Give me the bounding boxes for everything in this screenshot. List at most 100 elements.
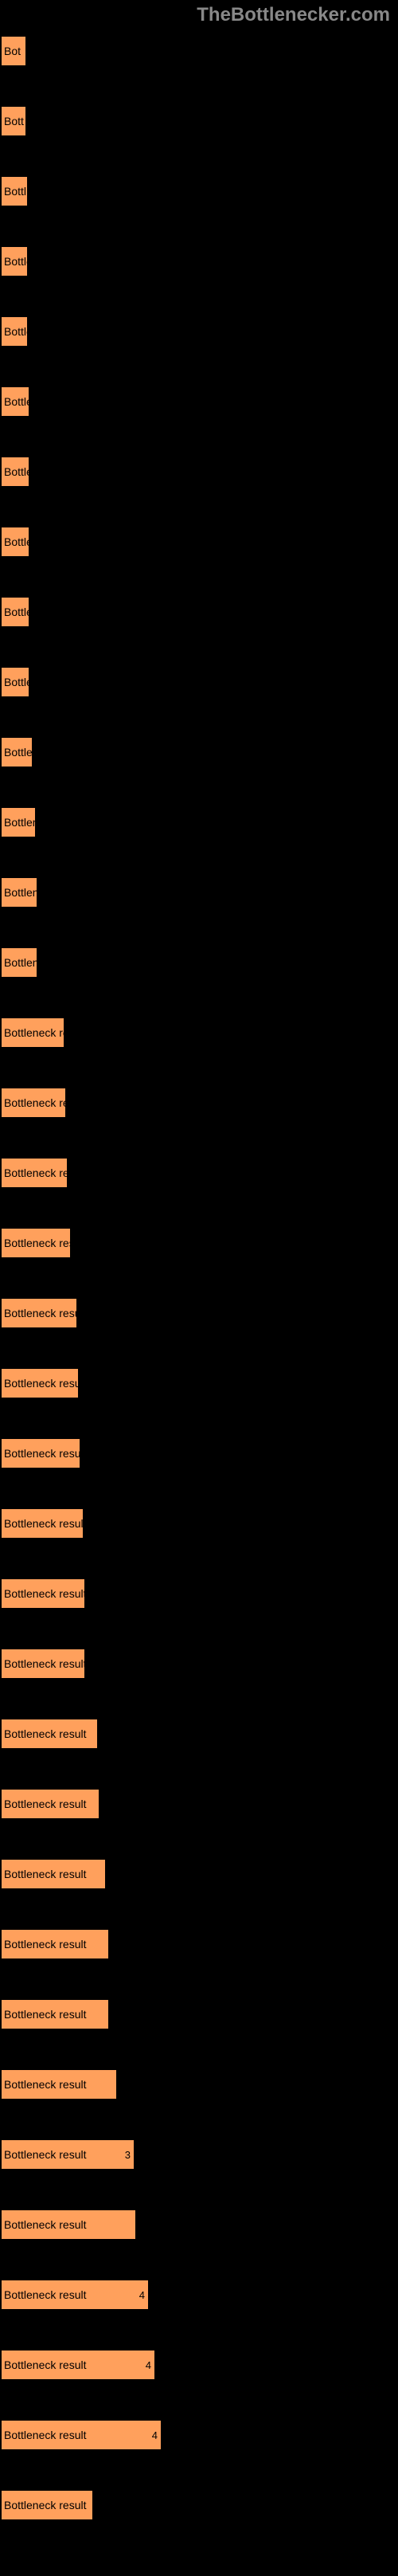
bar: Bottleneck result4: [2, 2421, 161, 2449]
bar-label: Bottleneck result: [4, 2218, 87, 2231]
bar: Bottleneck result: [2, 2070, 116, 2099]
chart-container: BotBottBottlBottleBottleBottleBottleBott…: [0, 0, 398, 2576]
bar-label: Bottleneck result: [4, 2358, 87, 2371]
watermark-text: TheBottlenecker.com: [197, 4, 390, 26]
bar: Bottle: [2, 387, 29, 416]
bar-row: Bottleneck result3: [2, 2139, 398, 2170]
bar-row: Bottleneck result 4: [2, 2280, 398, 2310]
bar-label: Bottle: [4, 465, 33, 478]
bar: Bottl: [2, 177, 27, 206]
bar-label: Bottle: [4, 535, 33, 548]
bar-label: Bottleneck result: [4, 2078, 87, 2091]
bar: Bottleneck result 4: [2, 2351, 154, 2379]
bar-row: Bottleneck result: [2, 1508, 398, 1539]
bar: Bottleneck result: [2, 1930, 108, 1958]
bar-row: Bottlene: [2, 807, 398, 837]
bar-row: Bottlene: [2, 877, 398, 908]
bar-label: Bottl: [4, 185, 26, 198]
bar-row: Bottleneck re: [2, 1017, 398, 1048]
bar-row: Bottleneck result: [2, 2069, 398, 2100]
bar-label: Bottleneck res: [4, 1166, 75, 1179]
bar-row: Bottleneck result: [2, 1719, 398, 1749]
bar-row: Bottleneck res: [2, 1158, 398, 1188]
bar-label: Bottleneck result: [4, 2288, 87, 2301]
bar-row: Bottleneck result: [2, 1368, 398, 1398]
bar: Bottleneck result: [2, 1579, 84, 1608]
bar-label: Bottleneck result: [4, 1587, 87, 1600]
bar: Bottle: [2, 668, 29, 696]
bar-row: Bottle: [2, 597, 398, 627]
bar-row: Bott: [2, 106, 398, 136]
bar: Bottle: [2, 247, 27, 276]
bar-value: 4: [139, 2289, 145, 2301]
bar-label: Bottler: [4, 746, 36, 759]
bar-label: Bottleneck result: [4, 1517, 87, 1530]
bar-row: Bottleneck result: [2, 1789, 398, 1819]
bar: Bott: [2, 107, 25, 135]
bar-value: 3: [125, 2149, 131, 2161]
bar: Bottlene: [2, 948, 37, 977]
bar-label: Bottleneck result: [4, 2008, 87, 2021]
bar-label: Bottleneck result: [4, 1237, 87, 1249]
bar: Bottleneck result: [2, 1229, 70, 1257]
bar: Bottleneck result: [2, 1860, 105, 1888]
bar-value: 4: [146, 2359, 151, 2371]
bar-row: Bottleneck result: [2, 2209, 398, 2240]
bar: Bottleneck res: [2, 1159, 67, 1187]
bar: Bottleneck result: [2, 1509, 83, 1538]
bar: Bottlene: [2, 808, 35, 837]
bar: Bottleneck result: [2, 1088, 65, 1117]
bar-row: Bottleneck result: [2, 1438, 398, 1468]
bar-row: Bottlene: [2, 947, 398, 978]
bar-label: Bottlene: [4, 816, 45, 829]
bar: Bottleneck result: [2, 1439, 80, 1468]
bar-row: Bottleneck result: [2, 1298, 398, 1328]
bar-row: Bottleneck result 4: [2, 2350, 398, 2380]
bar-label: Bot: [4, 45, 21, 57]
bar: Bottleneck result3: [2, 2140, 134, 2169]
bar-label: Bottle: [4, 606, 33, 618]
bar-label: Bottleneck result: [4, 1868, 87, 1880]
bar-value: 4: [152, 2429, 158, 2441]
bar: Bottleneck result: [2, 1719, 97, 1748]
bar-label: Bottleneck result: [4, 2499, 87, 2511]
bar-label: Bottle: [4, 255, 33, 268]
bar: Bottler: [2, 738, 32, 767]
bar-row: Bottleneck result: [2, 1228, 398, 1258]
bar: Bottlene: [2, 878, 37, 907]
bar: Bot: [2, 37, 25, 65]
bar: Bottle: [2, 527, 29, 556]
bar-row: Bottle: [2, 386, 398, 417]
bar-label: Bottleneck result: [4, 1096, 87, 1109]
bar-row: Bottleneck result: [2, 1578, 398, 1609]
bar-row: Bot: [2, 36, 398, 66]
bar-label: Bottleneck result: [4, 1447, 87, 1460]
bar: Bottleneck re: [2, 1018, 64, 1047]
bar-row: Bottleneck result: [2, 1088, 398, 1118]
bar-label: Bottle: [4, 676, 33, 688]
bar: Bottleneck result: [2, 1369, 78, 1398]
bar-label: Bottleneck result: [4, 1307, 87, 1319]
bar: Bottle: [2, 598, 29, 626]
bar-label: Bott: [4, 115, 24, 127]
bar: Bottleneck result 4: [2, 2280, 148, 2309]
bar-label: Bottlene: [4, 956, 45, 969]
bar-row: Bottle: [2, 316, 398, 347]
bar-label: Bottle: [4, 395, 33, 408]
bar-row: Bottleneck result: [2, 1649, 398, 1679]
bar-row: Bottleneck result4: [2, 2420, 398, 2450]
bar: Bottleneck result: [2, 2210, 135, 2239]
bar-row: Bottleneck result: [2, 1999, 398, 2029]
bar-label: Bottleneck result: [4, 1377, 87, 1390]
bar-label: Bottleneck result: [4, 1938, 87, 1951]
bar: Bottle: [2, 457, 29, 486]
bar-row: Bottl: [2, 176, 398, 206]
bar-row: Bottle: [2, 457, 398, 487]
bar-label: Bottle: [4, 325, 33, 338]
bar: Bottleneck result: [2, 2000, 108, 2029]
bar: Bottleneck result: [2, 2491, 92, 2519]
bar-row: Bottler: [2, 737, 398, 767]
bar: Bottle: [2, 317, 27, 346]
bar-row: Bottleneck result: [2, 2490, 398, 2520]
bar-label: Bottleneck result: [4, 1657, 87, 1670]
